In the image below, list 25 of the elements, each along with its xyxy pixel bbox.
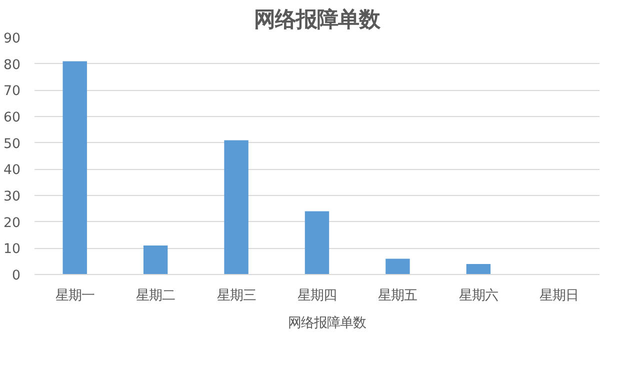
x-tick-label: 星期一	[55, 288, 94, 304]
y-tick-label: 80	[4, 58, 21, 73]
y-tick-label: 90	[4, 32, 21, 46]
x-tick-label: 星期日	[540, 288, 579, 304]
y-tick-label: 10	[4, 242, 21, 258]
bar	[304, 211, 330, 274]
bar	[466, 264, 491, 274]
x-tick-label: 星期三	[216, 288, 256, 304]
x-tick-label: 星期六	[458, 288, 498, 304]
bar	[143, 246, 168, 274]
y-tick-label: 0	[12, 268, 21, 284]
y-tick-label: 40	[4, 163, 21, 178]
x-tick-label: 星期五	[378, 288, 418, 304]
y-tick-label: 60	[4, 110, 21, 126]
bar	[224, 140, 248, 274]
y-tick-label: 50	[4, 136, 21, 152]
text: 网络报障单数	[288, 314, 366, 332]
x-tick-label: 星期四	[298, 288, 336, 304]
y-tick-label: 70	[4, 84, 21, 100]
y-tick-label: 30	[4, 190, 21, 204]
x-tick-label: 星期二	[136, 288, 176, 304]
bar	[386, 258, 410, 274]
bar	[62, 61, 87, 274]
y-tick-label: 20	[4, 216, 21, 231]
chart-title: 网络报障单数	[254, 8, 381, 32]
